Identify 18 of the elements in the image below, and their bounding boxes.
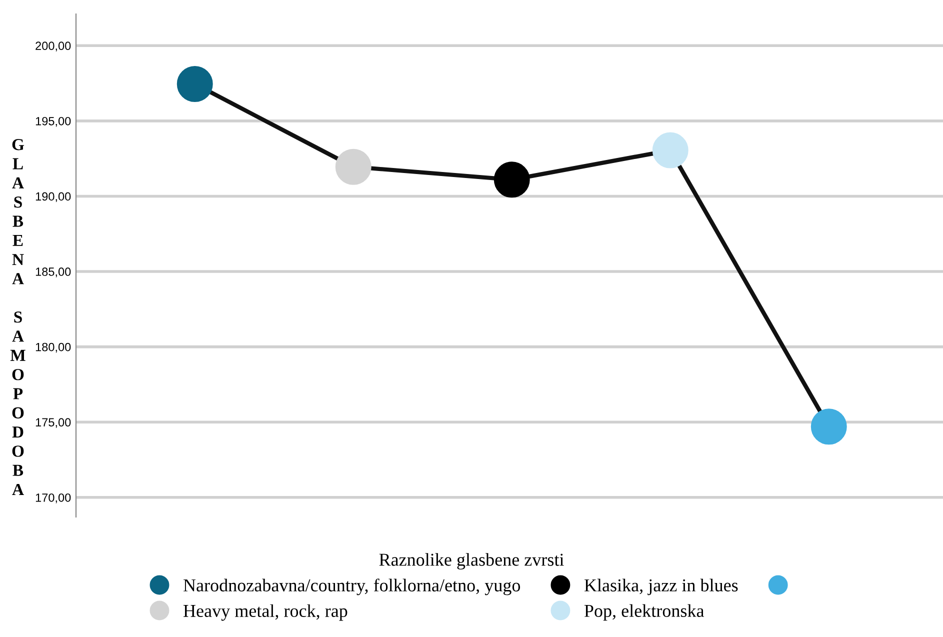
point xyxy=(810,408,847,445)
legend-label: Heavy metal, rock, rap xyxy=(183,604,348,621)
legend-title: Raznolike glasbene zvrsti xyxy=(379,553,564,570)
point xyxy=(335,148,372,185)
y-tick-label: 185,00 xyxy=(36,268,71,278)
y-tick-label: 200,00 xyxy=(36,42,71,52)
point xyxy=(176,66,213,102)
y-tick-label: 175,00 xyxy=(36,418,71,428)
y-tick-label: 180,00 xyxy=(36,342,71,353)
text: GLASBENA SAMOPODOBA xyxy=(10,139,26,495)
legend-label: Klasika, jazz in blues xyxy=(584,578,738,596)
y-tick-label: 195,00 xyxy=(36,116,71,127)
point xyxy=(652,132,688,168)
legend-label: Narodnozabavna/country, folklorna/etno, yugo xyxy=(183,578,520,596)
y-tick-label: 170,00 xyxy=(36,493,71,504)
point xyxy=(494,162,530,198)
legend-label: Pop, elektronska xyxy=(584,604,704,621)
y-tick-label: 190,00 xyxy=(36,192,71,202)
